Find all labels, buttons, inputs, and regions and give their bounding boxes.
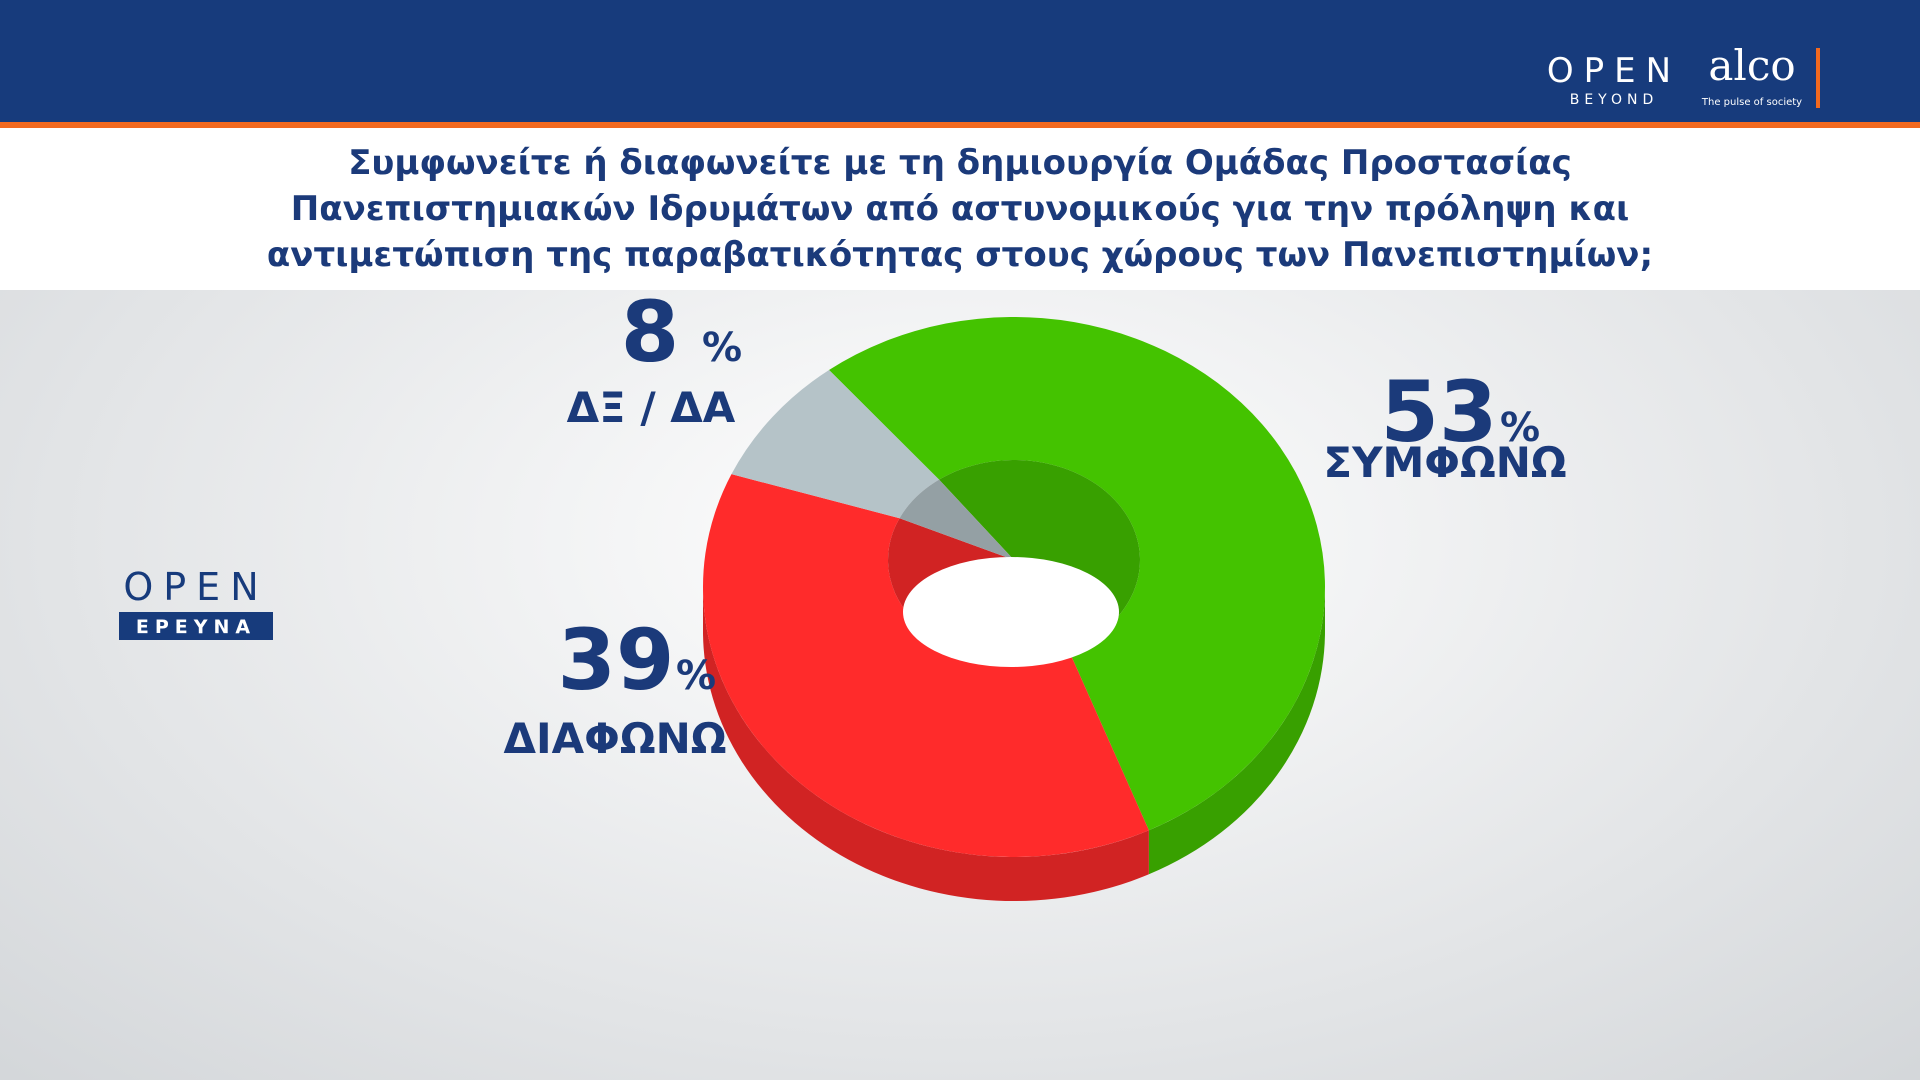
slice <box>829 316 1326 831</box>
category-label: ΔΞ / ΔΑ <box>567 383 736 432</box>
pie <box>703 316 1326 901</box>
title-group: Συμφωνείτε ή διαφωνείτε με τη δημιουργία… <box>267 143 1653 275</box>
value-label: 8 <box>621 283 679 381</box>
category-label: ΔΙΑΦΩΝΩ <box>504 714 727 763</box>
side-logo: OPEN <box>123 565 268 609</box>
inner-wall <box>899 479 1014 560</box>
partner-sub: The pulse of society <box>1701 97 1802 108</box>
chart-title: Πανεπιστημιακών Ιδρυμάτων από αστυνομικο… <box>291 189 1629 229</box>
value-suffix: % <box>702 325 742 371</box>
partner-logo: alco <box>1708 41 1795 90</box>
top-logo: OPEN <box>1547 51 1681 91</box>
top-logo-sub: BEYOND <box>1570 92 1659 108</box>
title-band <box>0 122 1920 290</box>
header-line <box>0 122 1920 128</box>
hole <box>903 557 1119 667</box>
category-label: ΣΥΜΦΩΝΩ <box>1323 438 1566 487</box>
side-logo-box <box>119 612 273 640</box>
slice <box>731 369 940 519</box>
value-suffix: % <box>676 653 716 699</box>
slice-side <box>703 587 1149 901</box>
value-suffix: % <box>1500 405 1540 451</box>
header-bar <box>0 0 1920 122</box>
side-logo-sub: ΕΡΕΥΝΑ <box>136 616 256 638</box>
slice-side <box>1148 587 1325 875</box>
chart-title: αντιμετώπιση της παραβατικότητας στους χ… <box>267 235 1653 275</box>
value-label: 53 <box>1381 363 1498 461</box>
value-label: 39 <box>558 611 675 709</box>
slice <box>703 474 1149 857</box>
chart-title: Συμφωνείτε ή διαφωνείτε με τη δημιουργία… <box>348 143 1572 183</box>
logo-divider <box>1816 48 1820 108</box>
